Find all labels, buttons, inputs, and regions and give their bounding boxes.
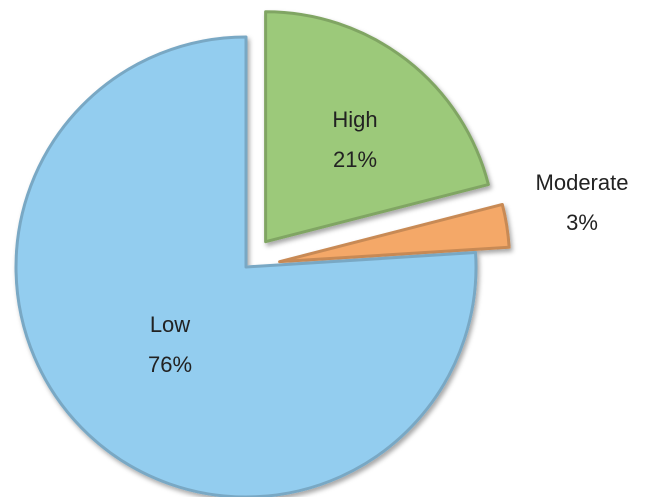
pie-label-name: High — [332, 107, 377, 132]
pie-label-moderate: Moderate 3% — [536, 170, 629, 235]
pie-slice-low — [14, 35, 478, 497]
pie-label-low: Low 76% — [148, 312, 192, 377]
pie-label-high: High 21% — [332, 107, 377, 172]
pie-label-value: 76% — [148, 352, 192, 377]
pie-label-value: 3% — [566, 210, 598, 235]
pie-labels: High 21% Moderate 3% Low 76% — [148, 107, 629, 377]
pie-slices — [14, 10, 511, 497]
pie-label-name: Low — [150, 312, 190, 337]
pie-slice-high — [264, 10, 490, 244]
pie-label-name: Moderate — [536, 170, 629, 195]
pie-label-value: 21% — [333, 147, 377, 172]
pie-slice-moderate — [278, 202, 511, 264]
